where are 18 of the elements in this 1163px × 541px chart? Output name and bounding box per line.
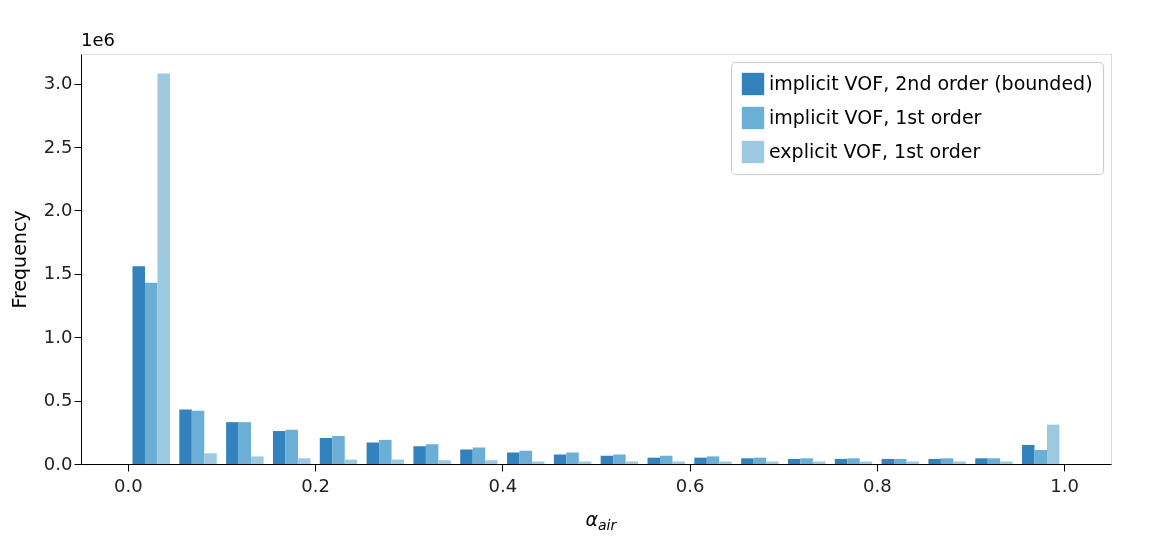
x-tick-label: 0.2 [301, 474, 330, 496]
y-axis-title: Frequency [7, 210, 30, 309]
y-tick-label: 2.5 [43, 135, 73, 157]
legend-label: implicit VOF, 2nd order (bounded) [769, 72, 1093, 94]
x-tick-label: 0.4 [488, 474, 518, 496]
legend-label: explicit VOF, 1st order [769, 140, 981, 162]
y-tick-label: 2.0 [43, 198, 73, 220]
x-tick-label: 0.8 [863, 474, 892, 496]
x-tick-label: 0.6 [675, 474, 705, 496]
y-tick-label: 3.0 [43, 72, 73, 94]
text: 1e6 [81, 29, 115, 50]
y-tick-label: 0.0 [43, 452, 73, 474]
y-tick-label: 0.5 [43, 389, 73, 411]
legend-label: implicit VOF, 1st order [769, 106, 982, 128]
y-tick-label: 1.5 [43, 262, 73, 284]
x-tick-label: 0.0 [114, 474, 143, 496]
y-tick-label: 1.0 [43, 325, 73, 347]
x-tick-label: 1.0 [1050, 474, 1079, 496]
